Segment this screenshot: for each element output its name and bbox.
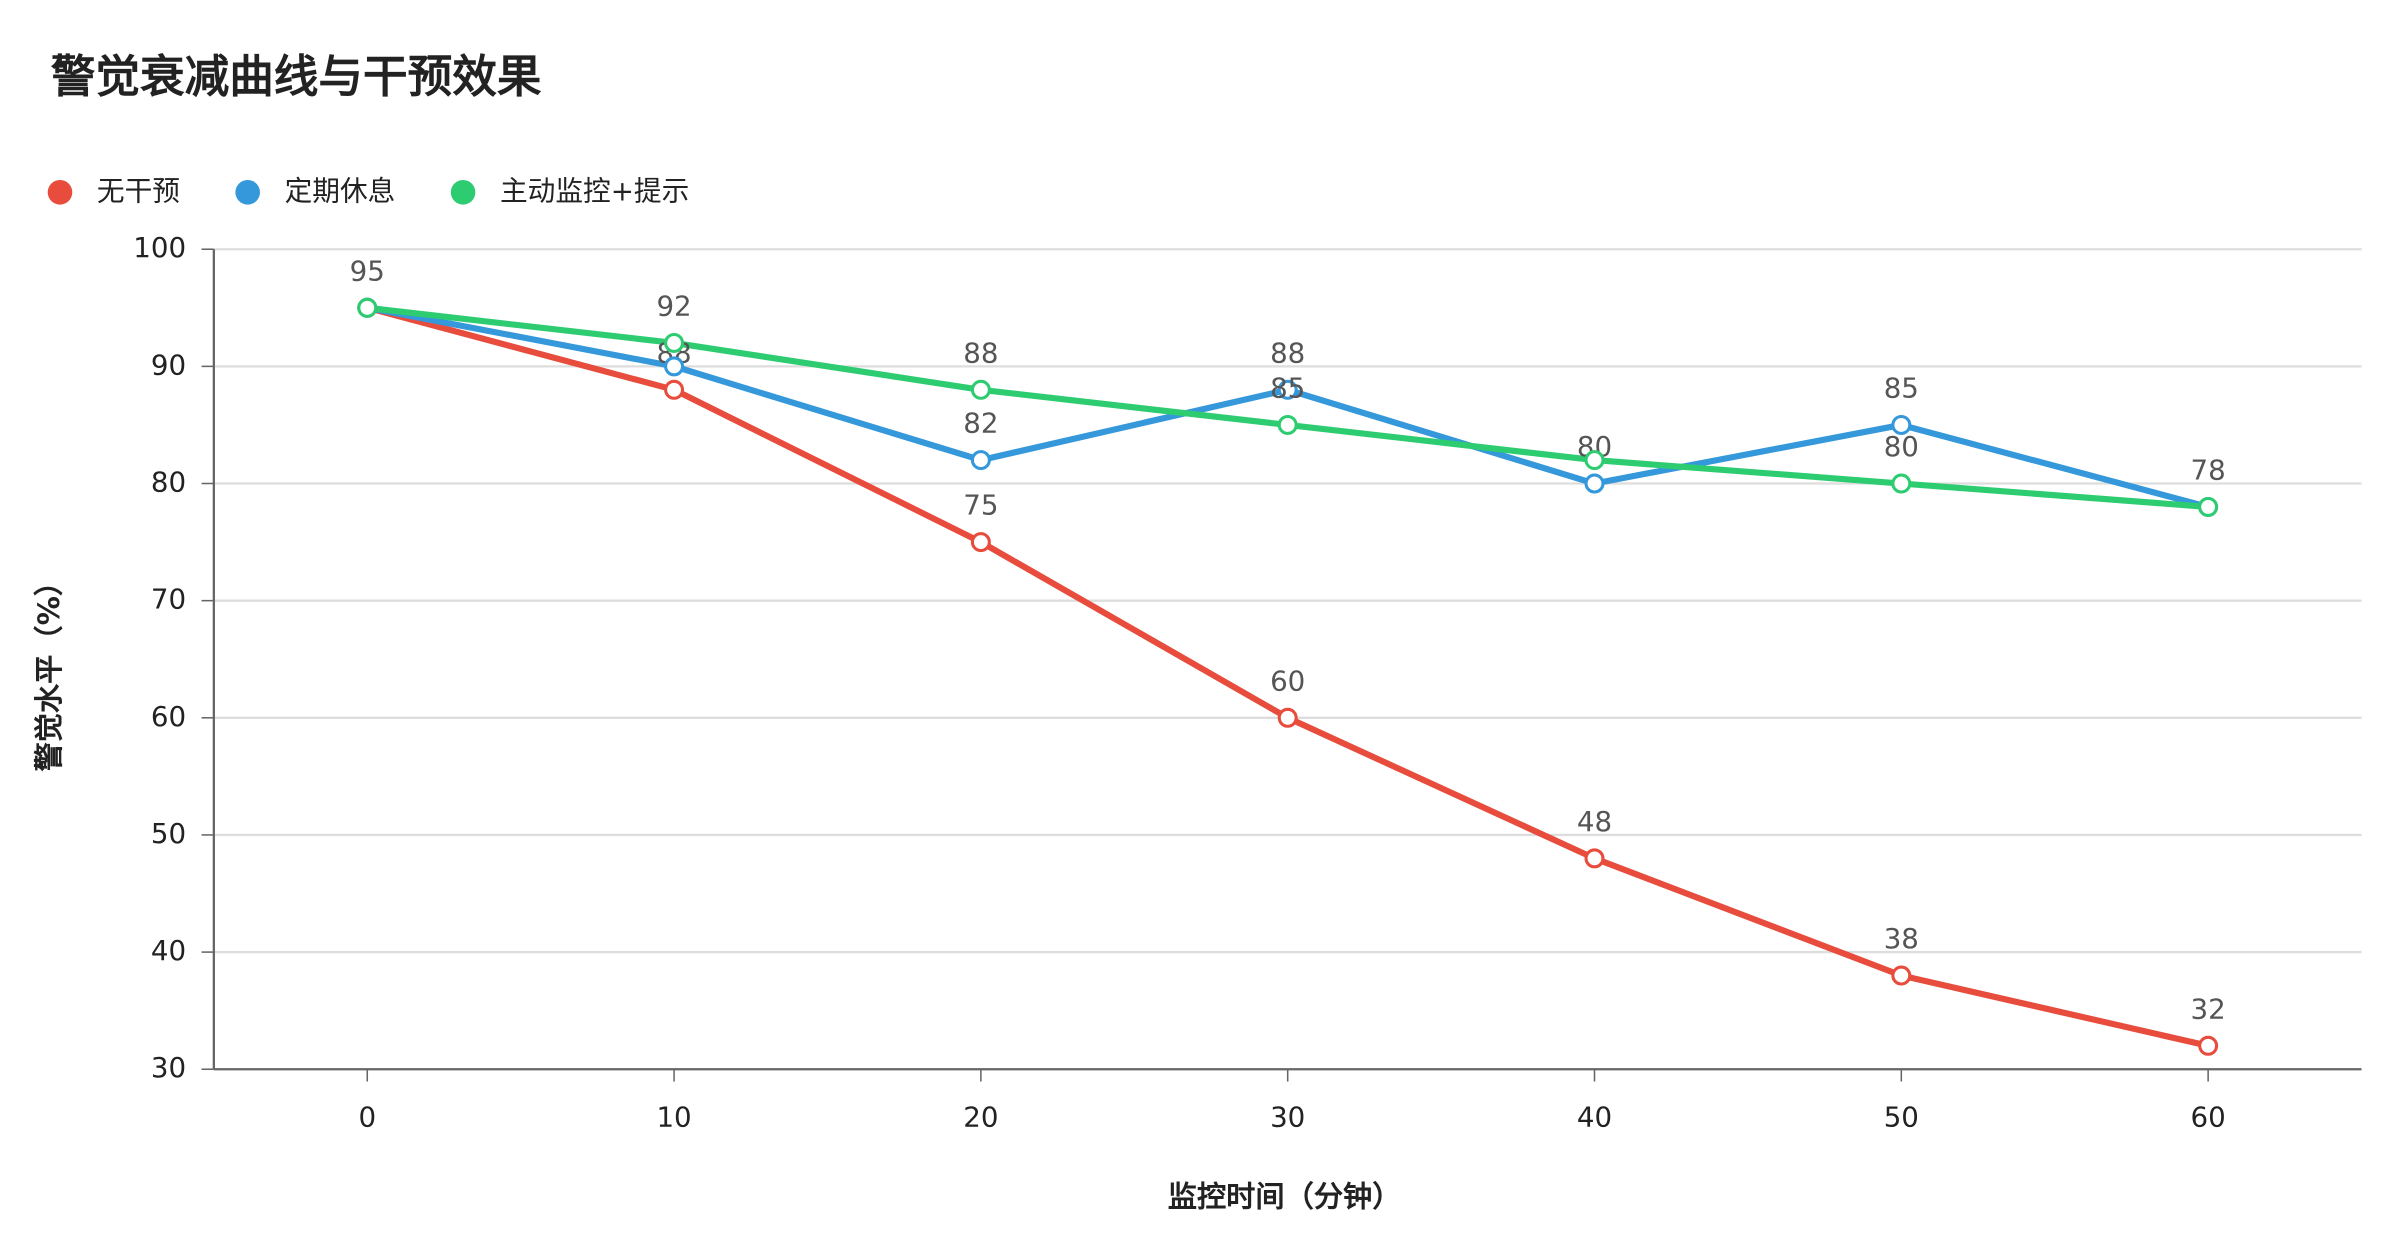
- data-point: [1584, 848, 1605, 869]
- y-tick-label: 90: [151, 348, 186, 381]
- data-label: 48: [1577, 805, 1612, 838]
- data-point: [1277, 414, 1298, 435]
- data-label: 88: [963, 336, 998, 369]
- data-point: [970, 450, 991, 471]
- data-label: 85: [1884, 372, 1919, 405]
- data-point: [664, 356, 685, 377]
- data-point: [1277, 707, 1298, 728]
- legend-marker: [235, 180, 261, 205]
- data-point: [2198, 1035, 2219, 1056]
- y-tick-label: 30: [151, 1051, 186, 1084]
- data-label: 32: [2191, 992, 2226, 1025]
- legend-marker: [47, 180, 73, 205]
- data-label: 92: [656, 290, 691, 323]
- x-tick-label: 50: [1884, 1100, 1919, 1133]
- y-tick-label: 50: [151, 817, 186, 850]
- y-axis-label: 警觉水平（%）: [32, 567, 66, 772]
- data-point: [2198, 496, 2219, 517]
- data-point: [1584, 450, 1605, 471]
- legend-marker: [450, 180, 476, 205]
- data-point: [664, 332, 685, 353]
- data-label: 85: [1270, 372, 1305, 405]
- x-tick-label: 60: [2191, 1100, 2226, 1133]
- x-tick-label: 40: [1577, 1100, 1612, 1133]
- data-label: 38: [1884, 922, 1919, 955]
- data-label: 95: [350, 254, 385, 287]
- data-point: [1584, 473, 1605, 494]
- legend-label: 定期休息: [285, 174, 396, 207]
- data-point: [970, 379, 991, 400]
- y-tick-label: 70: [151, 583, 186, 616]
- y-tick-label: 100: [133, 231, 186, 264]
- data-point: [357, 297, 378, 318]
- data-label: 78: [2191, 454, 2226, 487]
- x-tick-label: 30: [1270, 1100, 1305, 1133]
- x-tick-label: 10: [656, 1100, 691, 1133]
- x-axis-label: 监控时间（分钟）: [1168, 1179, 1402, 1213]
- data-label: 75: [963, 489, 998, 522]
- data-point: [970, 532, 991, 553]
- y-tick-label: 60: [151, 700, 186, 733]
- data-label: 82: [963, 407, 998, 440]
- data-point: [1891, 473, 1912, 494]
- y-tick-label: 80: [151, 466, 186, 499]
- data-point: [664, 379, 685, 400]
- data-point: [1891, 414, 1912, 435]
- x-tick-label: 20: [963, 1100, 998, 1133]
- data-label: 88: [1270, 336, 1305, 369]
- data-point: [1277, 379, 1298, 400]
- data-label: 80: [1884, 430, 1919, 463]
- data-point: [1891, 965, 1912, 986]
- x-tick-label: 0: [358, 1100, 376, 1133]
- legend-label: 主动监控+提示: [500, 174, 689, 207]
- legend-label: 无干预: [97, 174, 180, 207]
- chart-title: 警觉衰减曲线与干预效果: [51, 51, 542, 103]
- data-label: 60: [1270, 664, 1305, 697]
- y-tick-label: 40: [151, 934, 186, 967]
